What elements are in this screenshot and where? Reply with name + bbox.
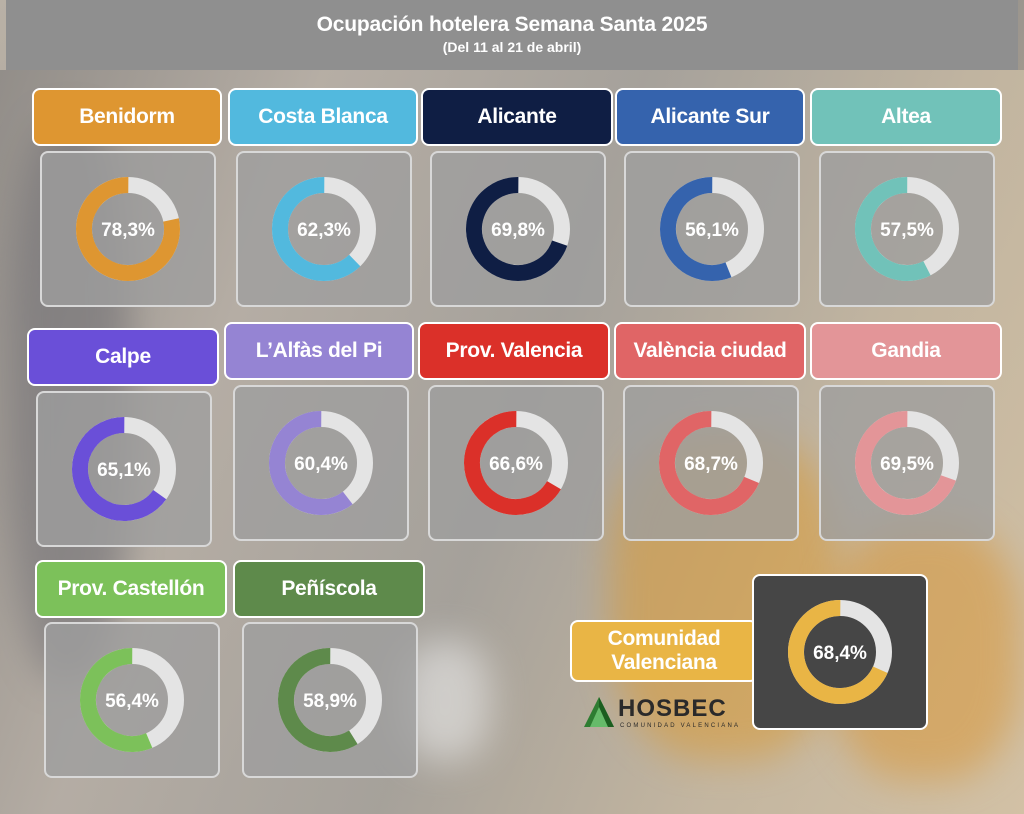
label-calpe: Calpe xyxy=(27,328,219,386)
donut-chart: 60,4% xyxy=(269,411,373,515)
donut-chart: 62,3% xyxy=(272,177,376,281)
label-comunidad-valenciana: Comunidad Valenciana xyxy=(570,620,758,682)
hosbec-logo: HOSBEC COMUNIDAD VALENCIANA xyxy=(582,693,742,733)
donut-chart: 57,5% xyxy=(855,177,959,281)
donut-value-label: 56,1% xyxy=(685,220,739,241)
card-valencia-ciudad: 68,7% xyxy=(623,385,799,541)
donut-value-arc xyxy=(272,177,376,281)
donut-chart: 66,6% xyxy=(464,411,568,515)
card-benidorm: 78,3% xyxy=(40,151,216,307)
donut-chart: 58,9% xyxy=(278,648,383,752)
donut-chart: 56,1% xyxy=(660,177,764,281)
donut-value-label: 57,5% xyxy=(880,220,934,241)
donut-value-arc xyxy=(659,411,763,515)
label-costa-blanca: Costa Blanca xyxy=(228,88,418,146)
donut-value-arc xyxy=(788,600,892,704)
donut-chart: 68,4% xyxy=(788,600,892,704)
label-peniscola: Peñíscola xyxy=(233,560,425,618)
donut-chart: 69,8% xyxy=(466,177,570,281)
card-prov-castellon: 56,4% xyxy=(44,622,220,778)
donut-value-arc xyxy=(76,177,180,281)
donut-value-label: 68,4% xyxy=(813,643,867,664)
donut-value-label: 58,9% xyxy=(303,691,357,712)
donut-chart: 78,3% xyxy=(76,177,180,281)
card-gandia: 69,5% xyxy=(819,385,995,541)
label-benidorm: Benidorm xyxy=(32,88,222,146)
label-prov-castellon: Prov. Castellón xyxy=(35,560,227,618)
donut-value-label: 65,1% xyxy=(97,460,151,481)
label-lalfas-del-pi: L’Alfàs del Pi xyxy=(224,322,414,380)
donut-value-label: 78,3% xyxy=(101,220,155,241)
donut-value-label: 68,7% xyxy=(684,454,738,475)
page-title: Ocupación hotelera Semana Santa 2025 xyxy=(316,13,708,36)
card-alicante: 69,8% xyxy=(430,151,606,307)
donut-value-arc xyxy=(464,411,568,515)
label-prov-valencia: Prov. Valencia xyxy=(418,322,610,380)
card-alicante-sur: 56,1% xyxy=(624,151,800,307)
label-alicante-sur: Alicante Sur xyxy=(615,88,805,146)
page-subtitle: (Del 11 al 21 de abril) xyxy=(442,39,582,55)
donut-value-arc xyxy=(269,411,373,515)
donut-value-label: 69,5% xyxy=(880,454,934,475)
triangle-logo-icon xyxy=(584,697,614,727)
donut-value-arc xyxy=(72,417,176,521)
card-lalfas-del-pi: 60,4% xyxy=(233,385,409,541)
donut-value-label: 69,8% xyxy=(491,220,545,241)
donut-value-arc xyxy=(466,177,570,281)
label-alicante: Alicante xyxy=(421,88,613,146)
donut-value-label: 62,3% xyxy=(297,220,351,241)
card-costa-blanca: 62,3% xyxy=(236,151,412,307)
donut-chart: 69,5% xyxy=(855,411,959,515)
logo-tagline: COMUNIDAD VALENCIANA xyxy=(620,723,741,729)
donut-value-label: 56,4% xyxy=(105,691,159,712)
header: Ocupación hotelera Semana Santa 2025 (De… xyxy=(6,0,1018,70)
label-valencia-ciudad: València ciudad xyxy=(614,322,806,380)
card-calpe: 65,1% xyxy=(36,391,212,547)
donut-chart: 65,1% xyxy=(72,417,176,521)
donut-chart: 68,7% xyxy=(659,411,763,515)
card-altea: 57,5% xyxy=(819,151,995,307)
donut-chart: 56,4% xyxy=(80,648,184,752)
card-prov-valencia: 66,6% xyxy=(428,385,604,541)
donut-value-label: 66,6% xyxy=(489,454,543,475)
donut-value-label: 60,4% xyxy=(294,454,348,475)
card-peniscola: 58,9% xyxy=(242,622,418,778)
label-altea: Altea xyxy=(810,88,1002,146)
label-gandia: Gandia xyxy=(810,322,1002,380)
logo-name: HOSBEC xyxy=(618,695,727,722)
donut-value-arc xyxy=(278,648,383,752)
card-comunidad-valenciana: 68,4% xyxy=(752,574,928,730)
